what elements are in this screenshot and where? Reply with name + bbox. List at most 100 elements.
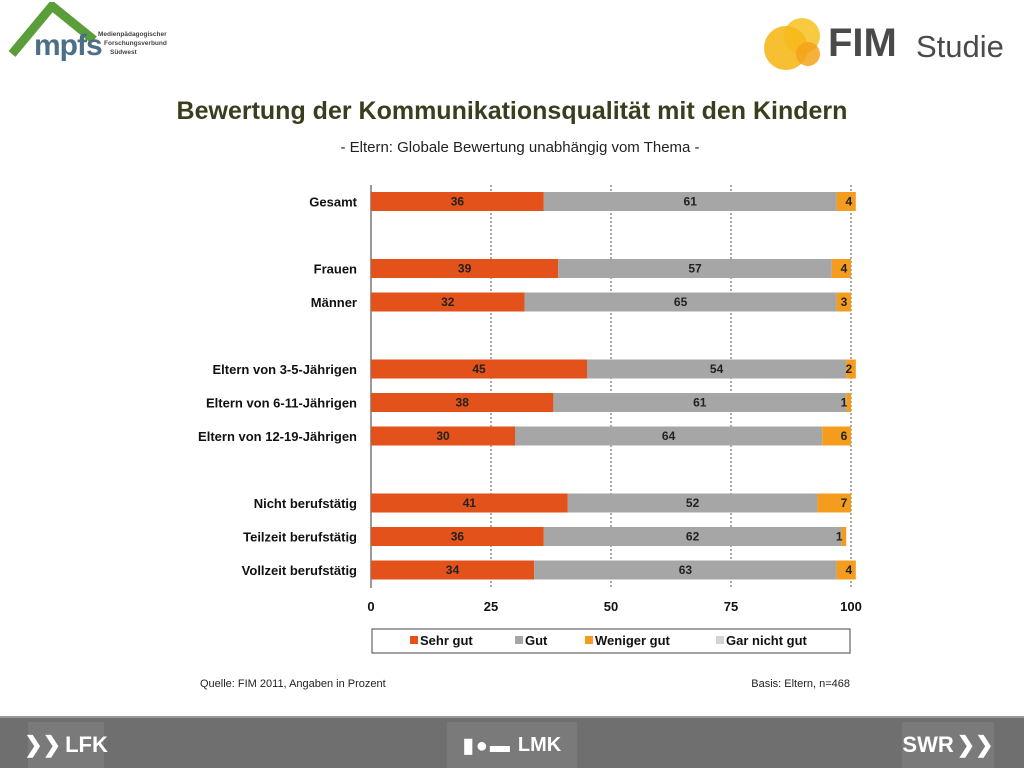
data-label: 62 [686,530,700,544]
bar-segment [587,359,847,379]
category-label: Eltern von 3-5-Jährigen [213,362,358,377]
category-label: Vollzeit berufstätig [242,563,357,578]
bar-segment [371,393,554,412]
data-label: 4 [841,262,848,276]
lfk-chevrons-icon: ❯❯ [24,732,62,757]
bar-segment [534,560,837,580]
bar-segment [846,359,856,379]
mpfs-line-3: Südwest [110,49,137,56]
x-tick-label: 100 [840,599,862,614]
mpfs-line-2: Forschungsverbund [104,40,167,47]
data-label: 6 [841,429,848,443]
lfk-logo-text: LFK [65,732,108,757]
legend-swatch [585,636,593,644]
fim-logo: FIM [828,21,897,65]
swr-logo-text: SWR [902,732,954,757]
x-tick-label: 0 [367,599,374,614]
data-label: 65 [674,295,688,309]
data-label: 57 [688,262,702,276]
x-tick-label: 50 [604,599,618,614]
data-label: 1 [836,530,843,544]
data-label: 41 [463,496,477,510]
data-label: 34 [446,563,460,577]
category-label: Teilzeit berufstätig [243,530,357,545]
bar-segment [836,292,851,312]
bar-segment [371,493,568,513]
mpfs-logo: mpfs [34,29,103,62]
data-label: 1 [841,396,848,410]
bar-segment [836,192,856,211]
x-tick-label: 75 [724,599,738,614]
bar-segment [371,292,525,312]
bar-segment [558,259,832,278]
data-label: 63 [679,563,693,577]
lmk-logo: ▮●▬ LMK [447,722,577,768]
legend-swatch [716,636,724,644]
bar-segment [822,426,851,446]
bar-segment [371,527,544,546]
fim-logo-circles-icon [764,18,820,70]
bar-segment [553,393,847,412]
legend-label: Gar nicht gut [726,633,808,648]
lmk-shapes-icon: ▮●▬ [462,734,512,757]
data-label: 38 [456,396,470,410]
bar-segment [515,426,823,446]
mpfs-logo-roof-icon [8,2,97,57]
data-label: 3 [841,295,848,309]
bar-segment [543,192,837,211]
data-label: 39 [458,262,472,276]
legend-swatch [410,636,418,644]
data-label: 4 [845,195,852,209]
bar-segment [846,393,851,412]
category-label: Nicht berufstätig [254,496,357,511]
bar-segment [817,493,851,513]
category-label: Eltern von 12-19-Jährigen [198,429,357,444]
bar-segment [371,359,587,379]
data-label: 61 [693,396,707,410]
bar-segment [841,527,847,546]
legend-swatch [515,636,523,644]
bar-segment [567,493,818,513]
data-label: 7 [841,496,848,510]
lmk-logo-text: LMK [517,733,562,756]
category-label: Frauen [314,262,357,277]
chart-title: Bewertung der Kommunikationsqualität mit… [176,97,848,125]
bar-segment [371,259,559,278]
bar-segment [543,527,842,546]
bar-segment [524,292,837,312]
x-tick-label: 25 [484,599,498,614]
data-label: 64 [662,429,676,443]
data-label: 2 [845,362,852,376]
category-label: Männer [311,295,357,310]
mpfs-logo-subtitle: Medienpädagogischer Forschungsverbund Sü… [98,30,167,57]
category-label: Eltern von 6-11-Jährigen [206,396,357,411]
footer-divider [0,716,1024,718]
bar-segment [371,426,515,446]
data-label: 36 [451,195,465,209]
legend-box [371,628,851,654]
bar-segment [371,192,544,211]
lfk-logo: ❯❯ LFK [24,722,108,768]
bar-segment [371,560,535,580]
bar-segment [831,259,851,278]
data-label: 30 [436,429,450,443]
mpfs-line-1: Medienpädagogischer [98,31,167,38]
data-label: 45 [472,362,486,376]
data-label: 36 [451,530,465,544]
data-label: 61 [684,195,698,209]
chart-subtitle: - Eltern: Globale Bewertung unabhängig v… [340,139,700,156]
data-label: 52 [686,496,700,510]
basis-note: Basis: Eltern, n=468 [751,678,850,690]
source-note: Quelle: FIM 2011, Angaben in Prozent [200,678,386,690]
legend-label: Weniger gut [595,633,671,648]
category-label: Gesamt [309,195,357,210]
fim-studie-logo: Studie [916,29,1004,64]
bar-segment [836,560,856,580]
swr-chevrons-icon: ❯❯ [956,732,994,757]
legend-label: Gut [525,633,548,648]
legend-label: Sehr gut [420,633,473,648]
data-label: 4 [845,563,852,577]
data-label: 32 [441,295,455,309]
data-label: 54 [710,362,724,376]
